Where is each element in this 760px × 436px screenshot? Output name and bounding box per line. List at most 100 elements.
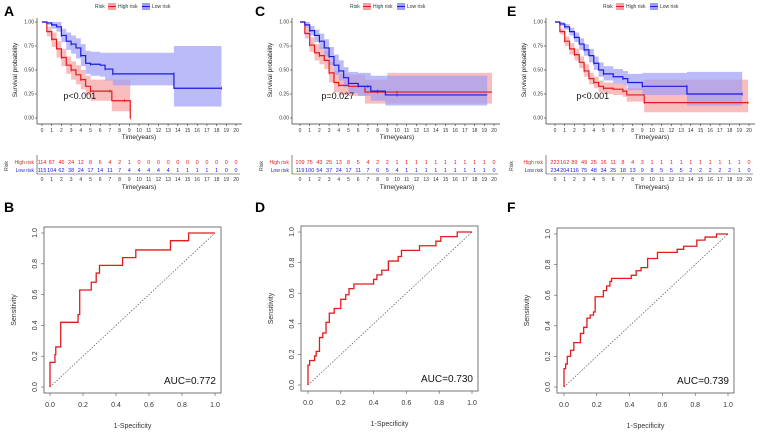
risk-x-tick-label: 15 [698, 177, 704, 183]
y-tick-label: 0.50 [279, 68, 289, 74]
risk-count: 0 [747, 160, 750, 166]
legend-label-high: High risk [118, 4, 138, 10]
risk-count: 1 [415, 168, 418, 174]
confidence-band-low [42, 22, 222, 107]
risk-x-axis-label: Time(years) [122, 184, 156, 191]
y-tick-label: 0.00 [279, 116, 289, 122]
risk-count: 0 [196, 160, 199, 166]
y-tick-label: 0.6 [545, 290, 552, 300]
risk-count: 0 [205, 160, 208, 166]
risk-count: 16 [600, 160, 606, 166]
risk-x-tick-label: 8 [118, 177, 121, 183]
legend: Risk High risk Low risk [603, 3, 679, 10]
risk-count: 7 [118, 168, 121, 174]
risk-x-tick-label: 20 [746, 177, 752, 183]
x-tick-label: 9 [386, 128, 389, 134]
p-value: p<0.001 [63, 91, 96, 101]
y-tick-label: 0.2 [289, 349, 296, 359]
x-tick-label: 0.8 [177, 402, 187, 409]
x-tick-label: 17 [717, 128, 723, 134]
y-tick-label: 0.75 [533, 44, 543, 50]
risk-count: 1 [415, 160, 418, 166]
x-tick-label: 2 [573, 128, 576, 134]
y-tick-label: 0.0 [289, 380, 296, 390]
x-tick-label: 12 [669, 128, 675, 134]
x-tick-label: 9 [128, 128, 131, 134]
x-tick-label: 6 [99, 128, 102, 134]
risk-count: 17 [345, 168, 351, 174]
risk-count: 11 [610, 160, 616, 166]
risk-count: 11 [107, 168, 113, 174]
y-axis-label: Sensitivity [524, 294, 531, 326]
y-axis-label: Survival probability [12, 42, 19, 97]
risk-count: 4 [366, 160, 369, 166]
y-tick-label: 0.25 [279, 92, 289, 98]
x-tick-label: 0.2 [78, 402, 88, 409]
x-tick-label: 16 [707, 128, 713, 134]
risk-x-tick-label: 20 [233, 177, 239, 183]
risk-count: 104 [47, 168, 56, 174]
risk-count: 1 [660, 160, 663, 166]
risk-count: 89 [571, 160, 577, 166]
x-tick-label: 1 [50, 128, 53, 134]
x-tick-label: 0.0 [45, 402, 55, 409]
x-tick-label: 1 [308, 128, 311, 134]
risk-count: 18 [620, 168, 626, 174]
risk-x-tick-label: 3 [583, 177, 586, 183]
reference-diagonal [307, 231, 473, 386]
risk-count: 1 [444, 168, 447, 174]
risk-x-tick-label: 1 [563, 177, 566, 183]
y-tick-label: 1.00 [24, 20, 34, 26]
x-tick-label: 6 [357, 128, 360, 134]
risk-count: 8 [621, 160, 624, 166]
risk-count: 116 [570, 168, 579, 174]
risk-x-tick-label: 10 [394, 177, 400, 183]
x-axis-label: Time(years) [635, 134, 669, 141]
risk-count: 24 [336, 168, 342, 174]
p-value: p=0.027 [321, 91, 354, 101]
legend-label-low: Low risk [407, 4, 426, 10]
risk-x-tick-label: 1 [308, 177, 311, 183]
x-tick-label: 2 [60, 128, 63, 134]
x-tick-label: 7 [622, 128, 625, 134]
x-tick-label: 0.4 [625, 402, 635, 409]
risk-x-tick-label: 9 [386, 177, 389, 183]
survival-curve-high [42, 21, 131, 118]
risk-x-tick-label: 7 [622, 177, 625, 183]
risk-count: 119 [296, 168, 305, 174]
risk-x-tick-label: 16 [707, 177, 713, 183]
y-tick-label: 0.4 [545, 321, 552, 331]
risk-count: 2 [118, 160, 121, 166]
risk-x-tick-label: 15 [185, 177, 191, 183]
x-tick-label: 18 [472, 128, 478, 134]
risk-count: 12 [78, 160, 84, 166]
x-tick-label: 12 [414, 128, 420, 134]
panel-label: C [255, 3, 265, 19]
x-tick-label: 8 [376, 128, 379, 134]
x-tick-label: 3 [328, 128, 331, 134]
risk-x-tick-label: 8 [631, 177, 634, 183]
risk-x-tick-label: 1 [50, 177, 53, 183]
risk-count: 87 [49, 160, 55, 166]
risk-count: 1 [473, 160, 476, 166]
auc-label: AUC=0.730 [421, 374, 473, 385]
risk-x-tick-label: 11 [146, 177, 151, 183]
x-tick-label: 0.8 [434, 400, 444, 407]
y-tick-label: 0.4 [289, 319, 296, 329]
risk-table-title: Risk [259, 161, 265, 171]
x-tick-label: 17 [204, 128, 210, 134]
risk-x-tick-label: 3 [328, 177, 331, 183]
panel-label: D [255, 199, 265, 215]
risk-count: 46 [58, 160, 64, 166]
risk-table: Risk High risk 109 75 43 25 13 8 5 4 2 2 1 1 1 1 1 1 1 1 1 1 0… [259, 155, 498, 191]
y-tick-label: 0.2 [545, 351, 552, 361]
risk-count: 5 [357, 160, 360, 166]
risk-count: 34 [600, 168, 606, 174]
x-tick-label: 11 [146, 128, 151, 134]
x-axis-label: Time(years) [380, 134, 414, 141]
legend-title: Risk [95, 4, 105, 10]
risk-x-tick-label: 6 [612, 177, 615, 183]
risk-count: 114 [38, 160, 47, 166]
x-tick-label: 13 [165, 128, 171, 134]
plot-frame [43, 226, 222, 394]
